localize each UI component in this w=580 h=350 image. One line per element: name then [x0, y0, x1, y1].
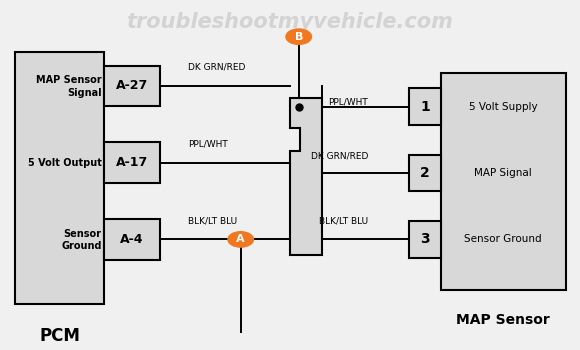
Text: BLK/LT BLU: BLK/LT BLU — [319, 216, 368, 225]
Bar — [409, 88, 441, 125]
Text: 3: 3 — [420, 232, 430, 246]
Text: MAP Sensor: MAP Sensor — [456, 313, 550, 327]
Text: 5 Volt Supply: 5 Volt Supply — [469, 102, 538, 112]
Text: Sensor Ground: Sensor Ground — [465, 234, 542, 244]
Text: BLK/LT BLU: BLK/LT BLU — [188, 216, 238, 225]
Text: A-4: A-4 — [120, 233, 144, 246]
Text: PCM: PCM — [39, 327, 80, 345]
Text: B: B — [295, 32, 303, 42]
Text: Ground: Ground — [61, 241, 102, 251]
Text: DK GRN/RED: DK GRN/RED — [188, 63, 246, 72]
Text: MAP Signal: MAP Signal — [474, 168, 532, 178]
Bar — [104, 142, 160, 183]
Text: MAP Sensor: MAP Sensor — [36, 75, 102, 85]
Text: DK GRN/RED: DK GRN/RED — [311, 152, 368, 161]
Bar — [409, 155, 441, 191]
Text: 2: 2 — [420, 166, 430, 180]
Bar — [441, 74, 566, 290]
Bar — [14, 52, 104, 304]
Text: Signal: Signal — [67, 88, 102, 98]
Text: A-27: A-27 — [116, 79, 148, 92]
Text: PPL/WHT: PPL/WHT — [188, 140, 229, 148]
Bar — [104, 65, 160, 106]
Bar — [409, 221, 441, 258]
Text: Sensor: Sensor — [63, 229, 102, 239]
Text: 5 Volt Output: 5 Volt Output — [28, 158, 102, 168]
Text: PPL/WHT: PPL/WHT — [328, 98, 368, 107]
Circle shape — [228, 232, 253, 247]
Text: 1: 1 — [420, 100, 430, 114]
Text: troubleshootmyvehicle.com: troubleshootmyvehicle.com — [126, 12, 454, 32]
Bar — [104, 219, 160, 259]
Polygon shape — [290, 98, 322, 255]
Circle shape — [286, 29, 311, 44]
Text: A: A — [237, 234, 245, 244]
Text: A-17: A-17 — [116, 156, 148, 169]
